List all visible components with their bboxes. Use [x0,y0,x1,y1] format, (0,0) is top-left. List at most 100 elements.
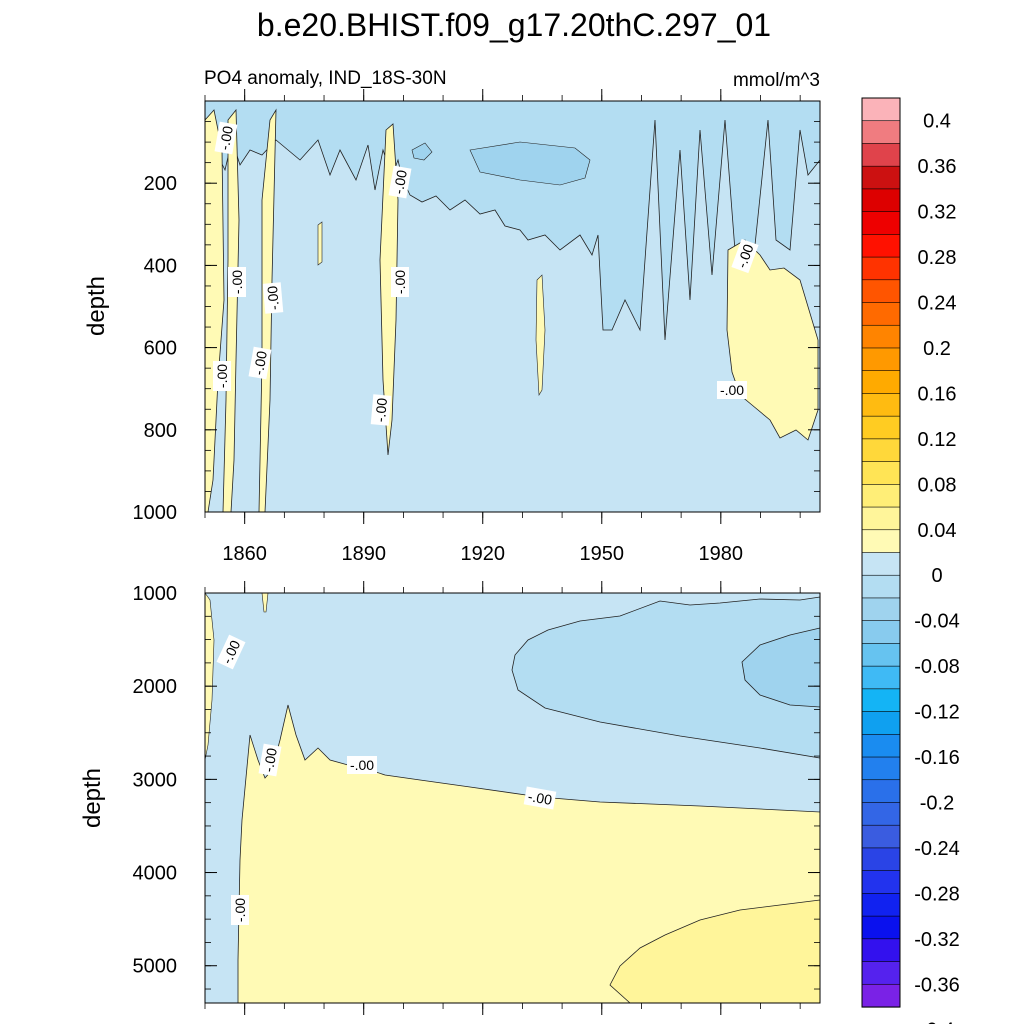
colorbar-label: 0.12 [918,429,957,451]
upper-x-ticks: 1860 1890 1920 1950 1980 [204,89,801,565]
colorbar-frame [861,97,901,1008]
upper-strong-negative [469,141,591,186]
colorbar-segment [861,983,901,1008]
contour-label-bg [213,361,231,391]
colorbar-labels: 0.4 0.36 0.32 0.28 0.24 0.2 0.16 0.12 0.08 0.04 0 -… [914,111,960,1024]
contour-label: -.00 [523,786,557,810]
colorbar-segment [861,961,901,985]
colorbar-segment [861,438,901,463]
colorbar-segment [861,870,901,894]
colorbar-segment [861,938,901,963]
colorbar-label: 0.32 [918,202,957,224]
contour-label-bg [523,786,557,810]
colorbar [861,97,901,1008]
lower-plot-area: -.00-.00 -.00-.00-.00 [204,592,821,1004]
contour-label-bg [248,346,272,380]
upper-positive-strip-2 [222,108,240,513]
upper-negative-band [204,100,821,341]
contour-label-text: -.00 [372,397,390,423]
y-tick-label: 200 [144,173,177,195]
colorbar-segment [861,847,901,872]
contour-label-text: -.00 [214,364,230,388]
colorbar-label: 0.04 [918,520,957,542]
colorbar-segment [861,893,901,917]
contour-label-text: -.00 [390,169,410,196]
contour-label-bg [391,267,409,297]
colorbar-segment [861,188,901,213]
x-tick-label: 1920 [460,543,505,565]
colorbar-segment [861,415,901,440]
colorbar-segment [861,506,901,531]
lower-x-ticks [204,581,801,1015]
y-tick-label: 600 [144,338,177,360]
contour-label-bg [216,634,246,670]
y-tick-label: 1000 [133,583,178,605]
contour-label-bg [262,282,284,314]
contour-label-bg [228,267,246,297]
colorbar-segment [861,802,901,826]
lower-negative-core [511,596,821,759]
contour-label: -.00 [228,267,246,297]
contour-label-bg [214,121,238,155]
colorbar-segment [861,97,901,122]
upper-subtitle: PO4 anomaly, IND_18S-30N [204,68,447,89]
y-tick-label: 800 [144,420,177,442]
colorbar-segment [861,165,901,190]
colorbar-segment [861,484,901,508]
upper-panel: PO4 anomaly, IND_18S-30N mmol/m^3 -.00-.… [83,68,821,565]
colorbar-label: -0.2 [920,792,954,814]
upper-contour-labels: -.00 -.00 -.00 -.00 -.00 -.00 -.00 -.00 -.00 -.00 [213,121,759,426]
colorbar-label: -0.32 [914,929,960,951]
upper-y-axis-label: depth [83,276,110,336]
colorbar-label: -0.28 [914,883,960,905]
lower-panel: -.00-.00 -.00-.00-.00 depth 1000200030004… [79,581,821,1015]
colorbar-label: 0.36 [918,156,957,178]
colorbar-segment [861,711,901,735]
colorbar-label: 0.16 [918,383,957,405]
colorbar-segment [861,915,901,940]
contour-label: -.00 [391,267,409,297]
contour-label-text: -.00 [527,788,554,808]
contour-label-bg [347,756,377,774]
upper-positive-sliver-2 [317,221,323,266]
contour-label: -.00 [258,743,282,777]
colorbar-segment [861,234,901,258]
colorbar-segment [861,211,901,235]
colorbar-label: 0.4 [923,111,951,133]
colorbar-label: 0 [931,565,942,587]
colorbar-segment [861,143,901,167]
upper-strong-negative-small [411,142,433,161]
lower-y-axis-label: depth [79,768,106,828]
contour-label-bg [258,743,282,777]
colorbar-segment [861,461,901,485]
lower-negative-strongest [741,627,821,708]
colorbar-segment [861,733,901,758]
contour-label: -.00 [231,895,249,925]
colorbar-segment [861,665,901,690]
colorbar-segment [861,779,901,804]
upper-positive-strip-4 [379,123,399,456]
colorbar-label: 0.24 [918,293,957,315]
colorbar-label: 0.08 [918,474,957,496]
contour-label: -.00 [214,121,238,155]
colorbar-label: -0.16 [914,747,960,769]
colorbar-label: -0.12 [914,702,960,724]
upper-plot-area: -.00 -.00 -.00 -.00 -.00 -.00 -.00 -.00 -.00 -.00 [204,100,821,513]
colorbar-label: 0.28 [918,247,957,269]
contour-label-text: -.00 [229,270,245,294]
colorbar-segment [861,256,901,281]
contour-label-text: -.00 [720,382,744,398]
colorbar-segment [861,529,901,554]
contour-label: -.00 [213,361,231,391]
contour-label-bg [717,381,747,399]
colorbar-label: 0.2 [923,338,951,360]
contour-label: -.00 [347,756,377,774]
contour-label-bg [231,895,249,925]
contour-label-text: -.00 [264,285,282,311]
x-tick-label: 1980 [699,543,744,565]
contour-label-text: -.00 [216,125,236,152]
lower-y-ticks: 1000 2000 3000 4000 5000 [133,583,820,990]
contour-label-text: -.00 [350,757,374,773]
contour-label: -.00 [370,394,392,426]
